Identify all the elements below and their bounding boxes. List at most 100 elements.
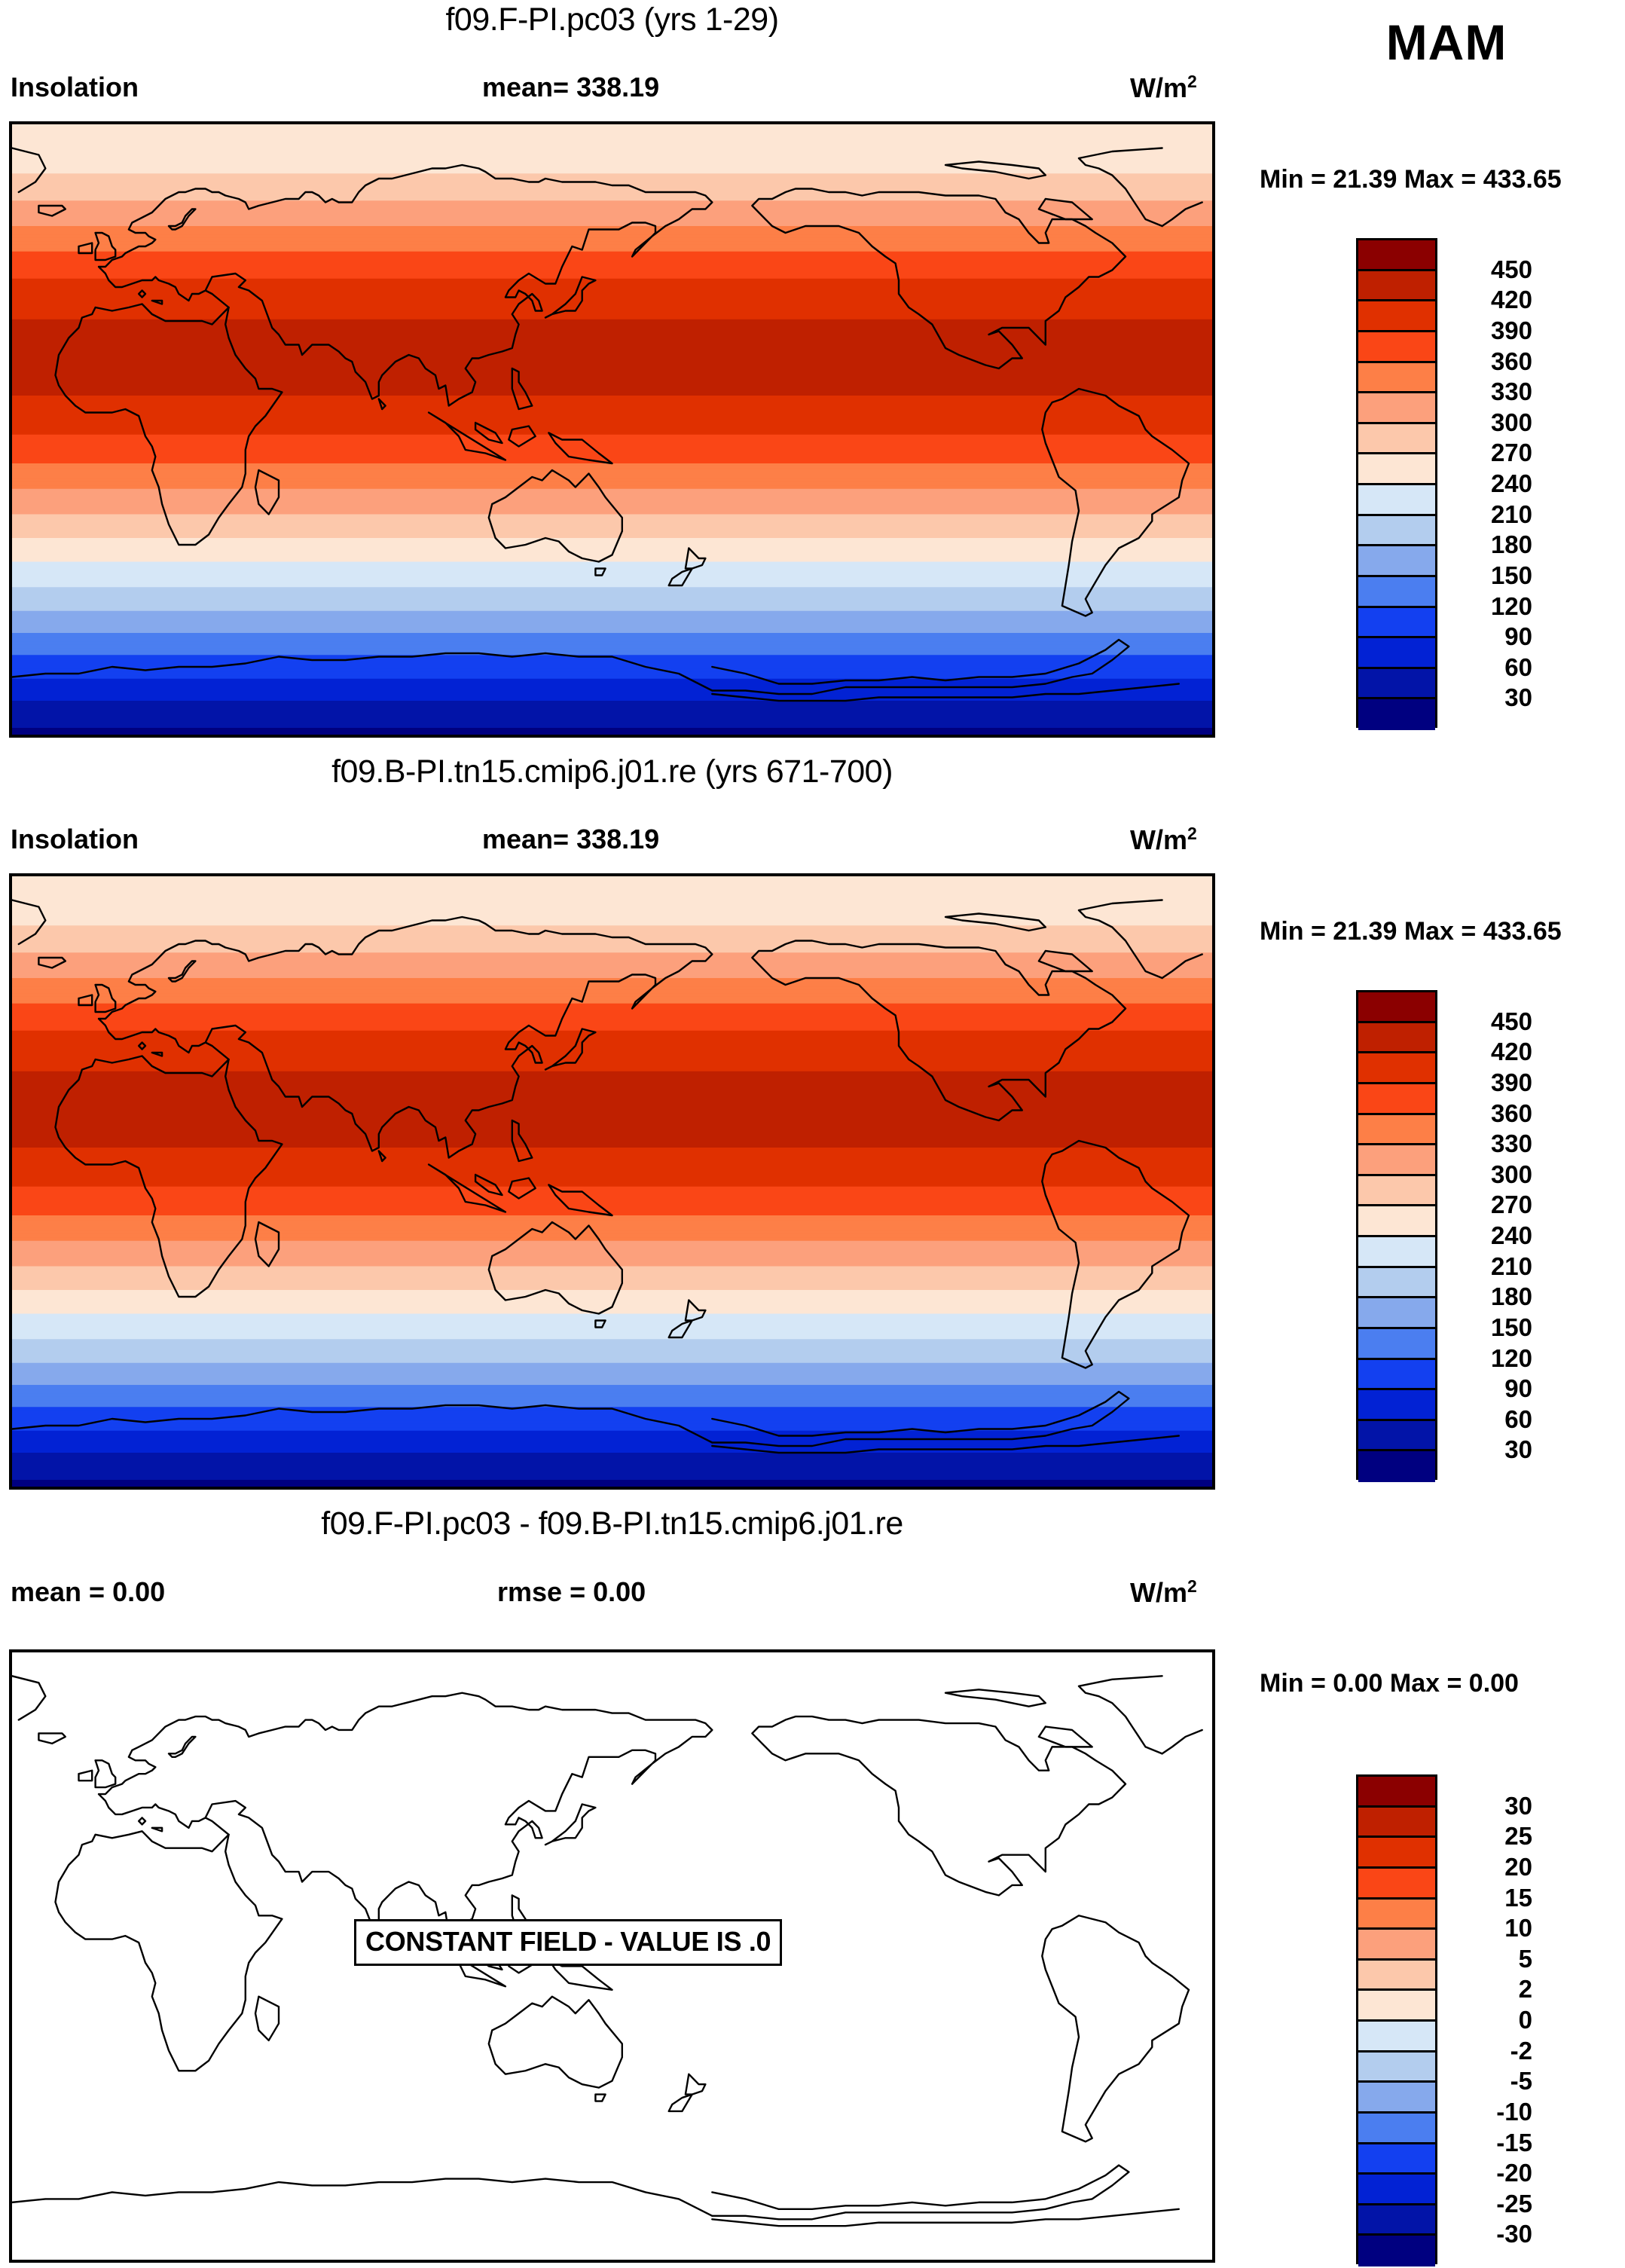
colorbar-segment: [1358, 638, 1435, 669]
colorbar-tick: 360: [1490, 347, 1532, 375]
world-map-svg: [12, 124, 1212, 735]
colorbar-segment: [1358, 271, 1435, 302]
colorbar-segment: [1358, 423, 1435, 455]
colorbar-tick: 420: [1490, 1038, 1532, 1066]
colorbar-tick: 30: [1504, 1791, 1532, 1820]
colorbar-segment: [1358, 1390, 1435, 1421]
colorbar-tick: 30: [1504, 1435, 1532, 1464]
map-plot-obs: [9, 873, 1215, 1490]
panel-title: f09.F-PI.pc03 (yrs 1-29): [445, 2, 779, 38]
colorbar-tick: 270: [1490, 1191, 1532, 1219]
colorbar-tick: 0: [1518, 2006, 1532, 2034]
colorbar-segment: [1358, 1114, 1435, 1146]
colorbar-segment: [1358, 1175, 1435, 1207]
panel-stats-row: mean = 0.00 rmse = 0.00 W/m2: [0, 1576, 1224, 1611]
colorbar-tick: 90: [1504, 1374, 1532, 1403]
colorbar-segment: [1358, 607, 1435, 639]
colorbar-segment: [1358, 1960, 1435, 1991]
coastlines: [12, 147, 1203, 702]
colorbar-tick: 450: [1490, 1007, 1532, 1035]
colorbar-tick: 210: [1490, 1252, 1532, 1280]
colorbar-segment: [1358, 1359, 1435, 1391]
insolation-bands: [12, 876, 1212, 1487]
variable-label: Insolation: [11, 72, 139, 102]
units-label: W/m2: [1130, 824, 1197, 855]
colorbar-segment: [1358, 2113, 1435, 2144]
colorbar-segment: [1358, 1328, 1435, 1360]
coastlines: [12, 899, 1203, 1454]
colorbar-segment: [1358, 1420, 1435, 1452]
colorbar-segment: [1358, 1237, 1435, 1268]
panel-stats-row: Insolation mean= 338.19 W/m2: [0, 72, 1224, 106]
colorbar-tick: 330: [1490, 1129, 1532, 1158]
colorbar-gradient: [1356, 990, 1437, 1482]
colorbar-tick: 390: [1490, 1068, 1532, 1096]
colorbar-tick-labels: 450 420 390 360 330 300 270 240 210 180 150 120 90 60…: [1449, 990, 1578, 1480]
minmax-label: Min = 21.39 Max = 433.65: [1260, 165, 1562, 194]
colorbar-tick-labels: 450 420 390 360 330 300 270 240 210 180 150 120 90 60…: [1449, 238, 1578, 728]
colorbar-segment: [1358, 1267, 1435, 1299]
colorbar-tick: 210: [1490, 500, 1532, 528]
units-label: W/m2: [1130, 72, 1197, 103]
colorbar-segment: [1358, 1451, 1435, 1482]
colorbar-tick: 25: [1504, 1822, 1532, 1851]
colorbar-tick: 120: [1490, 591, 1532, 620]
colorbar-tick: 120: [1490, 1343, 1532, 1372]
colorbar-tick: 60: [1504, 1405, 1532, 1433]
variable-label: Insolation: [11, 824, 139, 854]
colorbar-segment: [1358, 992, 1435, 1023]
colorbar-tick: 240: [1490, 1221, 1532, 1249]
world-map-svg: [12, 876, 1212, 1487]
colorbar-segment: [1358, 1807, 1435, 1839]
colorbar-segment: [1358, 454, 1435, 485]
colorbar-segment: [1358, 2175, 1435, 2205]
colorbar-segment: [1358, 393, 1435, 424]
minmax-label: Min = 0.00 Max = 0.00: [1260, 1669, 1519, 1698]
colorbar-segment: [1358, 1206, 1435, 1237]
colorbar-segment: [1358, 240, 1435, 271]
colorbar-tick: 20: [1504, 1852, 1532, 1881]
colorbar-tick: 90: [1504, 622, 1532, 651]
colorbar-tick: 300: [1490, 408, 1532, 436]
colorbar-segment: [1358, 1899, 1435, 1930]
colorbar-tick-labels: 30 25 20 15 10 5 2 0 -2 -5 -10 -15 -20 -25 -30: [1449, 1774, 1578, 2264]
colorbar-segment: [1358, 1298, 1435, 1329]
colorbar-tick: 2: [1518, 1975, 1532, 2004]
colorbar-segment: [1358, 2144, 1435, 2175]
colorbar-segment: [1358, 546, 1435, 577]
colorbar-segment: [1358, 515, 1435, 547]
colorbar-segment: [1358, 2022, 1435, 2053]
colorbar-gradient: [1356, 1774, 1437, 2266]
panel-title: f09.B-PI.tn15.cmip6.j01.re (yrs 671-700): [331, 753, 893, 790]
colorbar-tick: 15: [1504, 1883, 1532, 1912]
colorbar-segment: [1358, 576, 1435, 608]
panel-title: f09.F-PI.pc03 - f09.B-PI.tn15.cmip6.j01.…: [321, 1505, 903, 1542]
colorbar-segment: [1358, 2205, 1435, 2236]
colorbar-segment: [1358, 2052, 1435, 2083]
minmax-label: Min = 21.39 Max = 433.65: [1260, 917, 1562, 946]
colorbar-tick: 150: [1490, 561, 1532, 589]
colorbar-tick: 60: [1504, 653, 1532, 681]
colorbar-tick: -25: [1496, 2189, 1532, 2218]
colorbar-tick: -20: [1496, 2159, 1532, 2187]
colorbar-segment: [1358, 332, 1435, 363]
colorbar-tick: 30: [1504, 683, 1532, 712]
colorbar-segment: [1358, 1053, 1435, 1084]
colorbar-tick: -2: [1510, 2036, 1532, 2065]
colorbar-tick: 180: [1490, 530, 1532, 559]
colorbar-tick: 360: [1490, 1099, 1532, 1127]
colorbar-segment: [1358, 668, 1435, 700]
colorbar-tick: 10: [1504, 1914, 1532, 1942]
mean-label: mean= 338.19: [482, 824, 660, 854]
colorbar-segment: [1358, 2236, 1435, 2266]
colorbar-segment: [1358, 1930, 1435, 1961]
colorbar-tick: 180: [1490, 1282, 1532, 1311]
colorbar-segment: [1358, 1868, 1435, 1900]
colorbar-segment: [1358, 1145, 1435, 1176]
colorbar-segment: [1358, 1838, 1435, 1869]
colorbar-tick: 5: [1518, 1944, 1532, 1973]
insolation-bands: [12, 124, 1212, 735]
constant-field-banner: CONSTANT FIELD - VALUE IS .0: [354, 1919, 783, 1966]
colorbar-tick: -30: [1496, 2220, 1532, 2248]
colorbar-segment: [1358, 699, 1435, 730]
